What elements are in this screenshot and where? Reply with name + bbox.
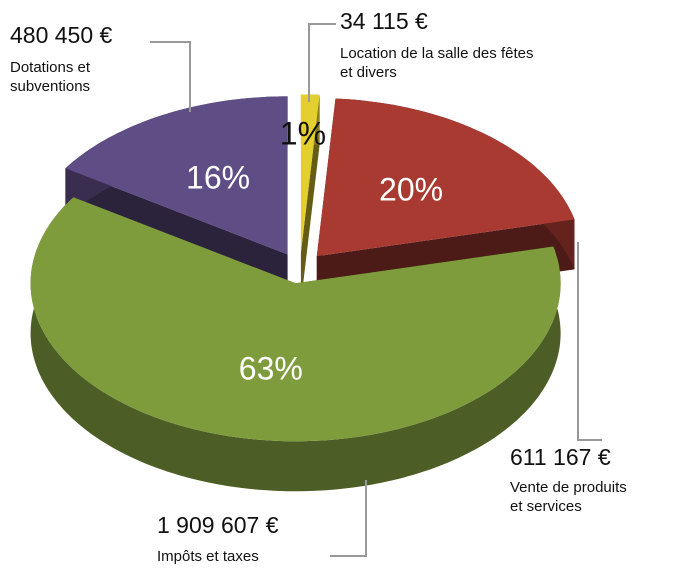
category-label: Location de la salle des fêtes et divers — [340, 45, 534, 81]
leader-line — [330, 480, 367, 557]
percent-label: 16% — [186, 159, 251, 196]
percent-label: 63% — [238, 350, 303, 387]
leader-line — [577, 242, 602, 441]
value-label: 480 450 € — [10, 22, 113, 48]
slice-side — [300, 94, 320, 303]
slice — [300, 94, 320, 253]
category-label: Vente de produits et services — [510, 479, 627, 515]
slice — [65, 96, 288, 255]
percent-label: 20% — [379, 171, 444, 208]
slice — [316, 98, 575, 257]
leader-line — [150, 41, 191, 112]
slice — [30, 197, 561, 442]
value-label: 1 909 607 € — [157, 512, 279, 538]
leader-line — [308, 23, 336, 102]
percent-label: 1% — [279, 115, 327, 152]
pie — [30, 94, 575, 492]
value-label: 611 167 € — [510, 444, 611, 470]
category-label: Dotations et subventions — [10, 59, 91, 95]
value-label: 34 115 € — [340, 8, 428, 34]
category-label: Impôts et taxes — [157, 548, 259, 565]
